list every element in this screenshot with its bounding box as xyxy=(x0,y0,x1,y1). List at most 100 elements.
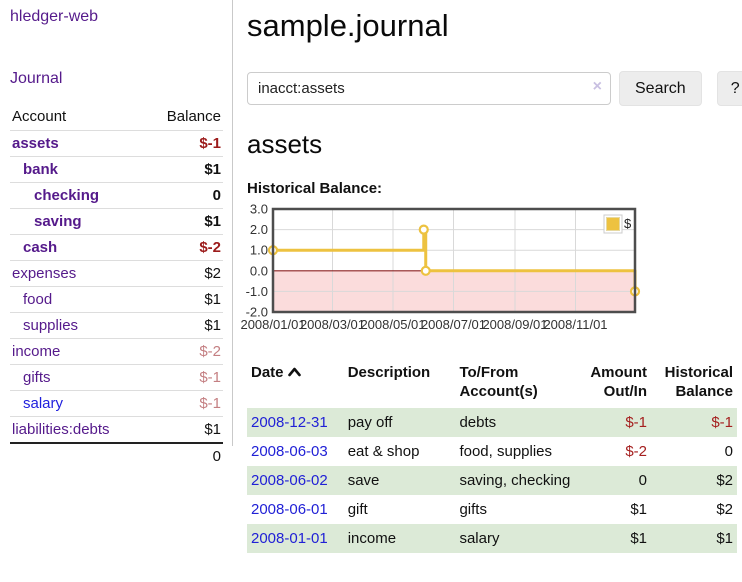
main-panel: sample.journal × Search ? assets Histori… xyxy=(233,0,742,553)
transaction-balance: 0 xyxy=(724,443,733,460)
account-row: gifts $-1 xyxy=(10,364,223,391)
transaction-balance: $2 xyxy=(716,501,733,518)
account-balance: $1 xyxy=(145,156,223,183)
svg-text:2.0: 2.0 xyxy=(250,222,268,237)
account-balance: $1 xyxy=(145,286,223,313)
transaction-accounts: gifts xyxy=(459,501,487,518)
transaction-date-link[interactable]: 2008-06-03 xyxy=(251,443,328,460)
help-button[interactable]: ? xyxy=(716,71,742,106)
transaction-description: pay off xyxy=(343,408,456,437)
svg-text:2008/07/01: 2008/07/01 xyxy=(421,317,486,332)
account-link-food[interactable]: food xyxy=(23,291,53,308)
account-link-checking[interactable]: checking xyxy=(34,187,100,204)
app-title-link[interactable]: hledger-web xyxy=(10,8,99,25)
search-button[interactable]: Search xyxy=(619,71,702,106)
account-balance: 0 xyxy=(145,182,223,209)
transaction-accounts: debts xyxy=(455,408,581,437)
account-row: checking 0 xyxy=(10,182,223,209)
account-link-supplies[interactable]: supplies xyxy=(23,317,79,334)
account-balance: $2 xyxy=(145,260,223,287)
account-balance: $1 xyxy=(145,312,223,339)
svg-text:1.0: 1.0 xyxy=(250,243,268,258)
account-row: assets $-1 xyxy=(10,130,223,157)
register-row: 2008-06-02 save saving, checking 0 $2 xyxy=(247,466,737,495)
register-header-row: Date Description To/From Account(s) Amou… xyxy=(247,361,737,408)
transaction-description: income xyxy=(343,524,456,553)
account-balance: $-2 xyxy=(145,234,223,261)
sidebar: hledger-web Journal Account Balance asse… xyxy=(0,0,233,469)
svg-text:2008/05/01: 2008/05/01 xyxy=(360,317,425,332)
account-row: saving $1 xyxy=(10,208,223,235)
register-header-amount: Amount Out/In xyxy=(590,364,647,400)
account-balance: $1 xyxy=(145,416,223,443)
svg-text:0.0: 0.0 xyxy=(250,263,268,278)
account-link-salary[interactable]: salary xyxy=(23,395,64,412)
accounts-header-account: Account xyxy=(12,108,67,125)
transaction-date-link[interactable]: 2008-06-01 xyxy=(251,501,328,518)
register-table: Date Description To/From Account(s) Amou… xyxy=(247,361,737,553)
register-header-date[interactable]: Date xyxy=(247,361,344,408)
chart-heading: Historical Balance: xyxy=(247,180,383,197)
register-row: 2008-01-01 income salary $1 $1 xyxy=(247,524,737,553)
transaction-amount: $-2 xyxy=(625,443,647,460)
historical-balance-chart: $3.0 2.0 1.0 0.0 -1.0 -2.02008/01/012008/03/0… xyxy=(240,202,641,332)
transaction-accounts: food, supplies xyxy=(459,443,553,460)
svg-text:-1.0: -1.0 xyxy=(246,284,268,299)
transaction-amount: $1 xyxy=(630,501,647,518)
account-page-title: assets xyxy=(247,129,323,159)
accounts-total-row: 0 xyxy=(10,442,223,469)
page-title: sample.journal xyxy=(247,8,449,43)
sort-ascending-icon xyxy=(287,363,301,382)
accounts-header-balance: Balance xyxy=(166,108,221,125)
register-row: 2008-12-31 pay off debts $-1 $-1 xyxy=(247,408,737,437)
register-header-accounts: To/From Account(s) xyxy=(459,364,538,400)
sidebar-item-journal[interactable]: Journal xyxy=(10,70,63,87)
transaction-date-link[interactable]: 2008-06-02 xyxy=(251,472,328,489)
transaction-balance: $2 xyxy=(651,466,737,495)
account-row: supplies $1 xyxy=(10,312,223,339)
search-form: × Search ? xyxy=(247,71,742,106)
account-row: expenses $2 xyxy=(10,260,223,287)
svg-text:2008/03/01: 2008/03/01 xyxy=(300,317,365,332)
transaction-accounts: salary xyxy=(455,524,581,553)
transaction-date-link[interactable]: 2008-12-31 xyxy=(251,414,328,431)
accounts-total-balance: 0 xyxy=(145,442,223,469)
account-row: salary $-1 xyxy=(10,390,223,417)
svg-text:2008/09/01: 2008/09/01 xyxy=(482,317,547,332)
svg-text:-2.0: -2.0 xyxy=(246,305,268,320)
transaction-amount: $1 xyxy=(580,524,651,553)
account-row: food $1 xyxy=(10,286,223,313)
account-link-bank[interactable]: bank xyxy=(23,161,59,178)
transaction-accounts: saving, checking xyxy=(455,466,581,495)
transaction-description: save xyxy=(343,466,456,495)
clear-search-icon[interactable]: × xyxy=(592,78,602,95)
account-balance: $1 xyxy=(145,208,223,235)
transaction-amount: 0 xyxy=(580,466,651,495)
register-header-balance: Historical Balance xyxy=(664,364,733,400)
account-balance: $-1 xyxy=(145,130,223,157)
account-link-income[interactable]: income xyxy=(12,343,61,360)
account-link-cash[interactable]: cash xyxy=(23,239,58,256)
svg-text:2008/01/01: 2008/01/01 xyxy=(240,317,305,332)
transaction-description: gift xyxy=(347,501,368,518)
register-row: 2008-06-03 eat & shop food, supplies $-2… xyxy=(247,437,737,466)
account-link-saving[interactable]: saving xyxy=(34,213,82,230)
svg-text:$: $ xyxy=(624,216,632,231)
account-link-assets[interactable]: assets xyxy=(12,135,59,152)
account-row: income $-2 xyxy=(10,338,223,365)
account-link-liabilities-debts[interactable]: liabilities:debts xyxy=(12,421,110,438)
account-link-gifts[interactable]: gifts xyxy=(23,369,51,386)
transaction-date-link[interactable]: 2008-01-01 xyxy=(251,530,328,547)
transaction-balance: $-1 xyxy=(651,408,737,437)
transaction-description: eat & shop xyxy=(347,443,420,460)
transaction-balance: $1 xyxy=(651,524,737,553)
account-balance: $-1 xyxy=(145,390,223,417)
svg-text:3.0: 3.0 xyxy=(250,202,268,217)
transaction-amount: $-1 xyxy=(580,408,651,437)
search-input[interactable] xyxy=(247,72,611,105)
account-row: cash $-2 xyxy=(10,234,223,261)
register-header-description: Description xyxy=(347,364,431,381)
account-link-expenses[interactable]: expenses xyxy=(12,265,77,282)
account-balance: $-2 xyxy=(145,338,223,365)
account-balance: $-1 xyxy=(145,364,223,391)
